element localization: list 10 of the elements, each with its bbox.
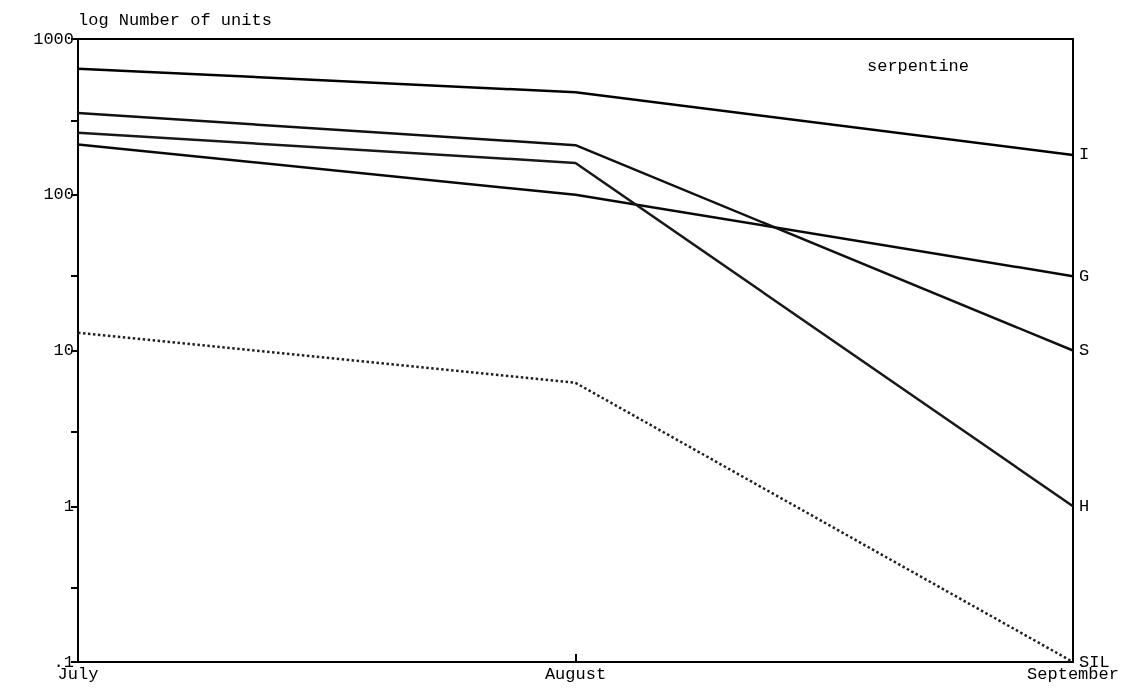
- annotation: serpentine: [866, 57, 970, 76]
- y-axis-title: log Number of units: [78, 11, 272, 30]
- x-tick-label: August: [544, 665, 607, 684]
- series-label: I: [1079, 145, 1090, 165]
- y-tick-label: 1: [63, 496, 74, 516]
- series-label: S: [1079, 341, 1090, 360]
- y-tick-label: 100: [43, 185, 74, 205]
- series-label: H: [1079, 496, 1090, 516]
- series-label: G: [1079, 266, 1090, 286]
- y-tick-label: 1000: [33, 29, 74, 49]
